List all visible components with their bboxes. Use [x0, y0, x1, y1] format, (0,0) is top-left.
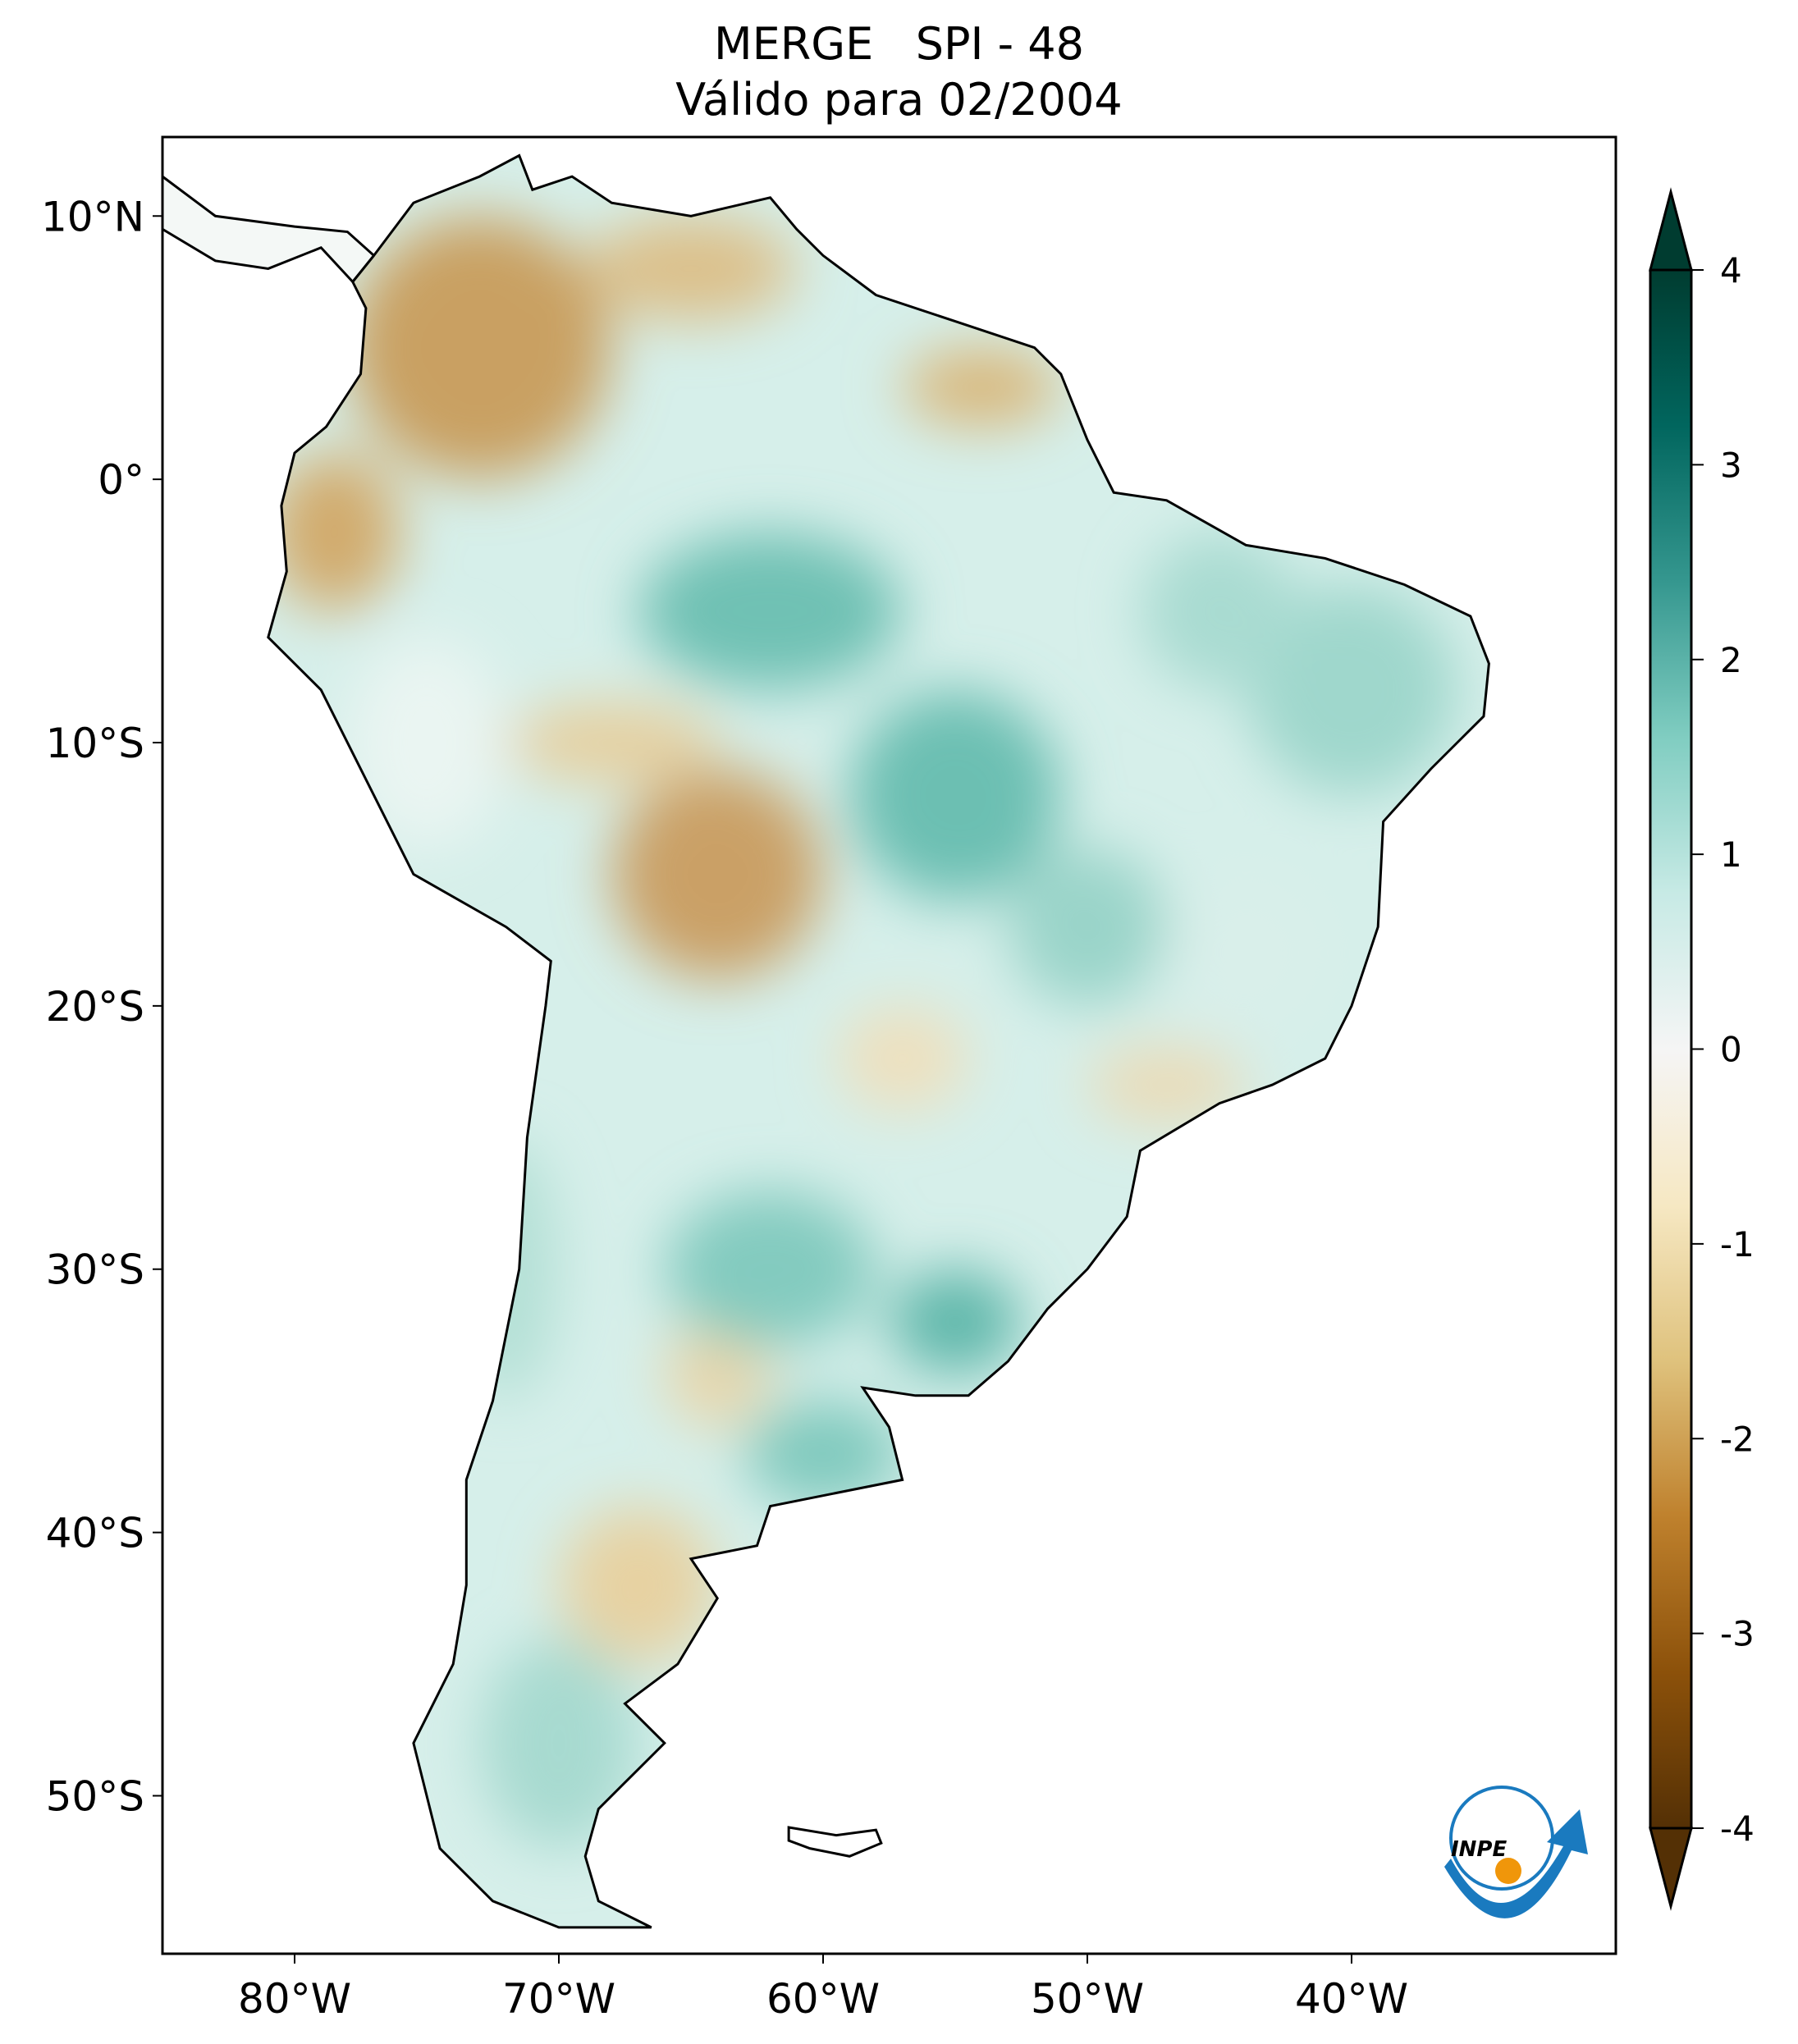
y-tick-label: 20°S: [46, 983, 144, 1031]
colorbar-tick-label: -4: [1720, 1809, 1755, 1849]
map-frame: [161, 135, 1617, 1955]
colorbar-tick-label: 2: [1720, 640, 1742, 680]
colorbar-tick-label: 0: [1720, 1030, 1742, 1070]
inpe-logo: INPE: [1444, 1786, 1588, 1918]
colorbar-tick-label: 3: [1720, 445, 1742, 485]
svg-text:INPE: INPE: [1451, 1837, 1507, 1862]
map-title: MERGE SPI - 48: [714, 18, 1084, 70]
falkland-islands: [787, 1826, 883, 1858]
x-tick-label: 60°W: [766, 1975, 880, 2023]
colorbar-extend-min: [1649, 1827, 1693, 1911]
map-area: [161, 153, 1490, 1929]
x-tick-label: 50°W: [1031, 1975, 1144, 2023]
central-america-land: [161, 174, 376, 284]
colorbar: 4 3 2 1 0 -1 -2 -3 -4: [1649, 187, 1755, 1911]
y-tick-label: 10°S: [46, 720, 144, 767]
colorbar-tick-label: -2: [1720, 1419, 1755, 1459]
colorbar-extend-max: [1649, 187, 1693, 272]
coastline: [267, 153, 1490, 1929]
x-tick-label: 40°W: [1295, 1975, 1408, 2023]
y-tick-label: 30°S: [46, 1246, 144, 1294]
y-tick-label: 40°S: [46, 1510, 144, 1557]
colorbar-tick-label: 4: [1720, 250, 1742, 290]
colorbar-tick-label: 1: [1720, 835, 1742, 875]
map-subtitle: Válido para 02/2004: [675, 74, 1123, 126]
spi-field: [268, 216, 1457, 1849]
y-tick-label: 0°: [98, 456, 144, 504]
colorbar-tick-label: -1: [1720, 1224, 1755, 1264]
x-tick-label: 70°W: [502, 1975, 615, 2023]
y-tick-label: 50°S: [46, 1772, 144, 1820]
y-tick-label: 10°N: [41, 193, 144, 240]
colorbar-tick-label: -3: [1720, 1614, 1755, 1654]
colorbar-body: [1649, 268, 1693, 1830]
x-tick-label: 80°W: [238, 1975, 351, 2023]
